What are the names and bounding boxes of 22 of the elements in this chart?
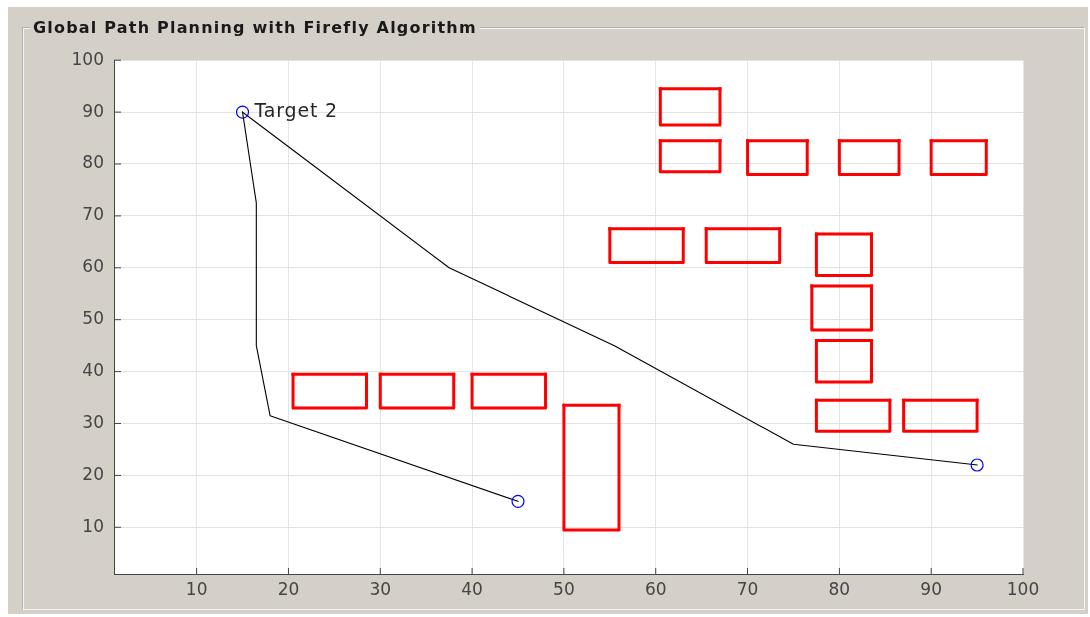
x-tick-label: 70 <box>736 578 759 599</box>
y-tick-label: 60 <box>82 256 104 277</box>
y-tick-label: 80 <box>82 152 104 173</box>
x-tick-label: 90 <box>920 578 942 599</box>
x-tick-label: 60 <box>644 578 667 599</box>
x-tick-label: 80 <box>828 578 851 599</box>
x-tick-label: 100 <box>1006 578 1040 599</box>
y-tick-label: 40 <box>82 360 104 381</box>
y-tick-label: 70 <box>82 204 104 225</box>
x-tick-label: 50 <box>553 578 575 599</box>
y-tick-label: 100 <box>71 48 104 69</box>
annotation: Target 2 <box>253 99 338 122</box>
x-tick-label: 10 <box>185 578 208 599</box>
y-tick-label: 90 <box>82 100 104 121</box>
y-tick-label: 10 <box>82 515 104 536</box>
chart-title: Global Path Planning with Firefly Algorithm <box>30 18 480 38</box>
y-tick-label: 30 <box>82 411 104 432</box>
x-tick-label: 40 <box>461 578 483 599</box>
x-tick-label: 20 <box>277 578 300 599</box>
x-tick-label: 30 <box>369 578 392 599</box>
y-tick-label: 50 <box>82 308 104 329</box>
y-tick-label: 20 <box>82 463 104 484</box>
